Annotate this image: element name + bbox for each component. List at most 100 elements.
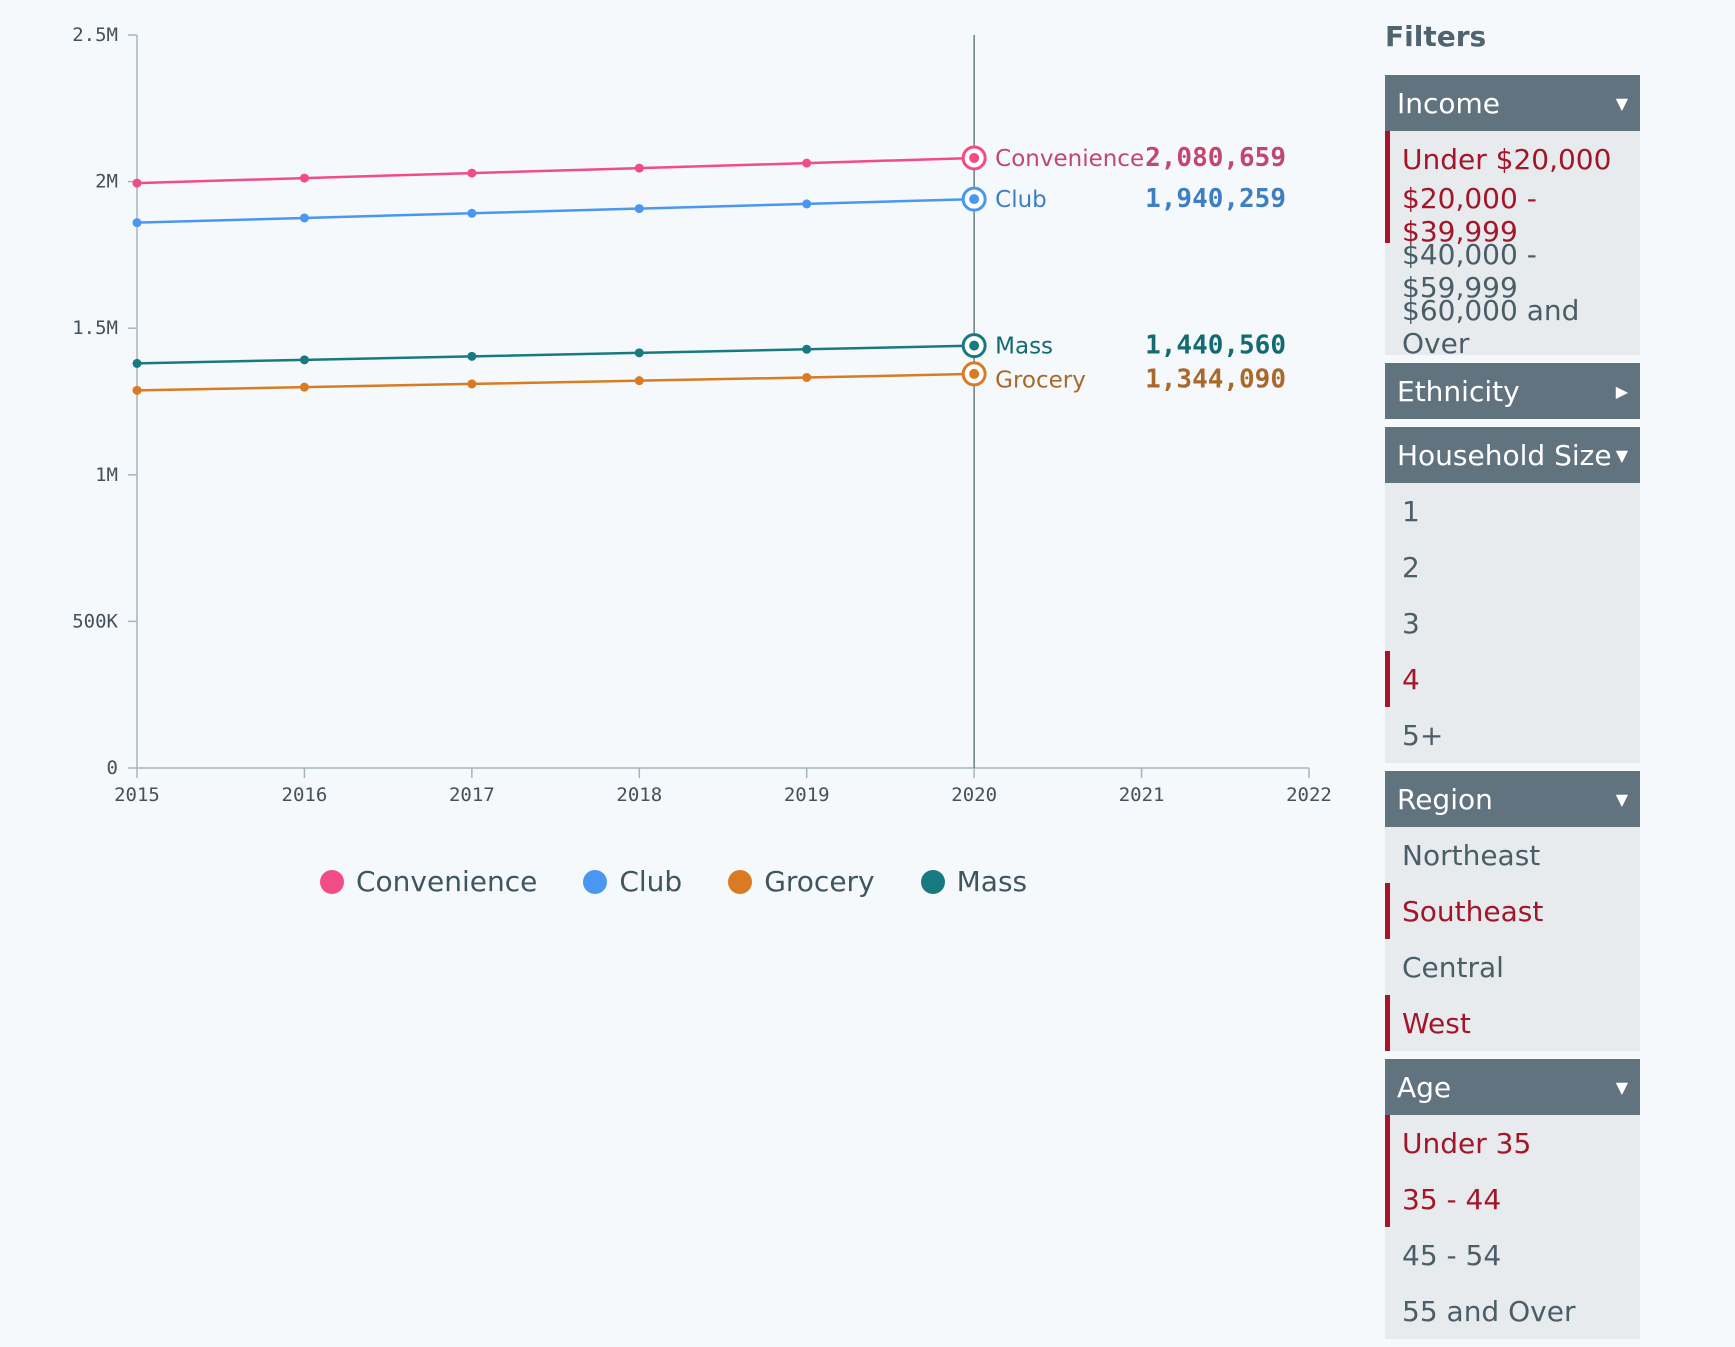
chart-area: 0 500K 1M 1.5M 2M 2.5M 2015 2016 2017 2018 2019 202… bbox=[72, 24, 1332, 898]
filter-option[interactable]: West bbox=[1385, 995, 1640, 1051]
caret-down-icon: ▼ bbox=[1615, 1077, 1628, 1097]
chart-legend: Convenience Club Grocery Mass bbox=[320, 865, 1027, 898]
data-point bbox=[634, 163, 644, 173]
highlight-point-core bbox=[969, 194, 980, 205]
filter-option[interactable]: 55 and Over bbox=[1385, 1283, 1640, 1339]
filter-option[interactable]: $60,000 and Over bbox=[1385, 294, 1640, 360]
legend-label: Club bbox=[619, 865, 683, 898]
y-tick-label: 1M bbox=[95, 464, 118, 486]
data-point bbox=[299, 355, 309, 365]
series-line-grocery bbox=[136, 372, 975, 392]
filter-group-label: Income bbox=[1397, 86, 1501, 120]
line-chart: 0 500K 1M 1.5M 2M 2.5M 2015 2016 2017 2018 2019 202… bbox=[72, 24, 1332, 806]
callout-value-convenience: 2,080,659 bbox=[1145, 143, 1286, 173]
filters-panel: Filters Income ▼ Under $20,000 $20,000 - $3… bbox=[1385, 20, 1640, 1347]
callout-name-club: Club bbox=[995, 187, 1047, 213]
caret-right-icon: ▶ bbox=[1615, 381, 1628, 401]
highlight-point-core bbox=[969, 152, 980, 163]
data-point bbox=[467, 351, 477, 361]
filter-option[interactable]: $40,000 - $59,999 bbox=[1385, 238, 1640, 304]
filter-option[interactable]: 4 bbox=[1385, 651, 1640, 707]
x-tick-label: 2017 bbox=[449, 784, 495, 806]
legend-swatch bbox=[728, 869, 753, 894]
filter-option[interactable]: 3 bbox=[1385, 595, 1640, 651]
x-tick-label: 2016 bbox=[282, 784, 328, 806]
filter-option[interactable]: Central bbox=[1385, 939, 1640, 995]
x-tick-label: 2015 bbox=[114, 784, 160, 806]
legend-swatch bbox=[320, 869, 344, 894]
series-line-club bbox=[136, 197, 975, 224]
caret-down-icon: ▼ bbox=[1615, 445, 1628, 465]
filter-group-header[interactable]: Household Size ▼ bbox=[1385, 427, 1640, 483]
data-point bbox=[132, 218, 142, 228]
legend-label: Convenience bbox=[356, 865, 538, 898]
filter-option[interactable]: 5+ bbox=[1385, 707, 1640, 763]
filter-group-label: Ethnicity bbox=[1397, 374, 1520, 408]
filter-group-household-size: Household Size ▼ 1 2 3 4 5+ bbox=[1385, 427, 1640, 763]
data-point bbox=[132, 178, 142, 188]
data-point bbox=[802, 372, 812, 382]
y-tick-label: 0 bbox=[107, 757, 118, 779]
filter-group-age: Age ▼ Under 35 35 - 44 45 - 54 55 and Over bbox=[1385, 1059, 1640, 1339]
data-point bbox=[467, 379, 477, 389]
data-point bbox=[467, 208, 477, 218]
legend-item-grocery[interactable]: Grocery bbox=[728, 865, 875, 898]
callout-name-convenience: Convenience bbox=[995, 146, 1144, 172]
caret-down-icon: ▼ bbox=[1615, 789, 1628, 809]
callout-value-mass: 1,440,560 bbox=[1145, 331, 1286, 361]
filter-group-label: Age bbox=[1397, 1070, 1452, 1104]
filter-group-label: Household Size bbox=[1397, 438, 1612, 472]
legend-label: Mass bbox=[956, 865, 1028, 898]
series-line-mass bbox=[136, 344, 975, 365]
filter-option[interactable]: 2 bbox=[1385, 539, 1640, 595]
x-tick-label: 2022 bbox=[1286, 784, 1332, 806]
x-tick-label: 2021 bbox=[1119, 784, 1165, 806]
filter-group-ethnicity: Ethnicity ▶ bbox=[1385, 363, 1640, 419]
caret-down-icon: ▼ bbox=[1615, 93, 1628, 113]
data-point bbox=[634, 376, 644, 386]
callout-value-club: 1,940,259 bbox=[1145, 184, 1286, 214]
filter-option[interactable]: Under $20,000 bbox=[1385, 131, 1640, 187]
x-tick-label: 2020 bbox=[951, 784, 997, 806]
data-point bbox=[132, 358, 142, 368]
legend-item-convenience[interactable]: Convenience bbox=[320, 865, 537, 898]
filter-group-region: Region ▼ Northeast Southeast Central West bbox=[1385, 771, 1640, 1051]
legend-swatch bbox=[920, 869, 945, 894]
highlight-point-core bbox=[969, 368, 980, 379]
y-tick-label: 2.5M bbox=[72, 24, 118, 46]
x-tick-label: 2019 bbox=[784, 784, 830, 806]
filter-group-header[interactable]: Ethnicity ▶ bbox=[1385, 363, 1640, 419]
filter-groups: Income ▼ Under $20,000 $20,000 - $39,999 $40… bbox=[1385, 75, 1640, 1339]
filter-group-header[interactable]: Income ▼ bbox=[1385, 75, 1640, 131]
filter-group-label: Region bbox=[1397, 782, 1493, 816]
legend-swatch bbox=[583, 869, 608, 894]
highlight-point-core bbox=[969, 340, 980, 351]
filter-option[interactable]: 1 bbox=[1385, 483, 1640, 539]
filter-option[interactable]: Southeast bbox=[1385, 883, 1640, 939]
legend-label: Grocery bbox=[764, 865, 875, 898]
data-point bbox=[299, 382, 309, 392]
filter-option[interactable]: $20,000 - $39,999 bbox=[1385, 182, 1640, 248]
callout-name-mass: Mass bbox=[995, 334, 1053, 360]
data-point bbox=[634, 348, 644, 358]
y-tick-label: 2M bbox=[95, 171, 118, 193]
filter-option[interactable]: Under 35 bbox=[1385, 1115, 1640, 1171]
data-point bbox=[802, 344, 812, 354]
filter-group-income: Income ▼ Under $20,000 $20,000 - $39,999 $40… bbox=[1385, 75, 1640, 360]
filters-title: Filters bbox=[1385, 20, 1487, 53]
data-point bbox=[132, 385, 142, 395]
data-point bbox=[634, 204, 644, 214]
callout-value-grocery: 1,344,090 bbox=[1145, 365, 1286, 395]
filter-group-header[interactable]: Region ▼ bbox=[1385, 771, 1640, 827]
legend-item-club[interactable]: Club bbox=[583, 865, 682, 898]
filter-option[interactable]: Northeast bbox=[1385, 827, 1640, 883]
filter-group-header[interactable]: Age ▼ bbox=[1385, 1059, 1640, 1115]
data-point bbox=[299, 213, 309, 223]
filter-option[interactable]: 45 - 54 bbox=[1385, 1227, 1640, 1283]
filter-option[interactable]: 35 - 44 bbox=[1385, 1171, 1640, 1227]
legend-item-mass[interactable]: Mass bbox=[920, 865, 1028, 898]
y-tick-label: 500K bbox=[72, 610, 118, 632]
y-tick-label: 1.5M bbox=[72, 317, 118, 339]
data-point bbox=[802, 199, 812, 209]
data-point bbox=[299, 173, 309, 183]
